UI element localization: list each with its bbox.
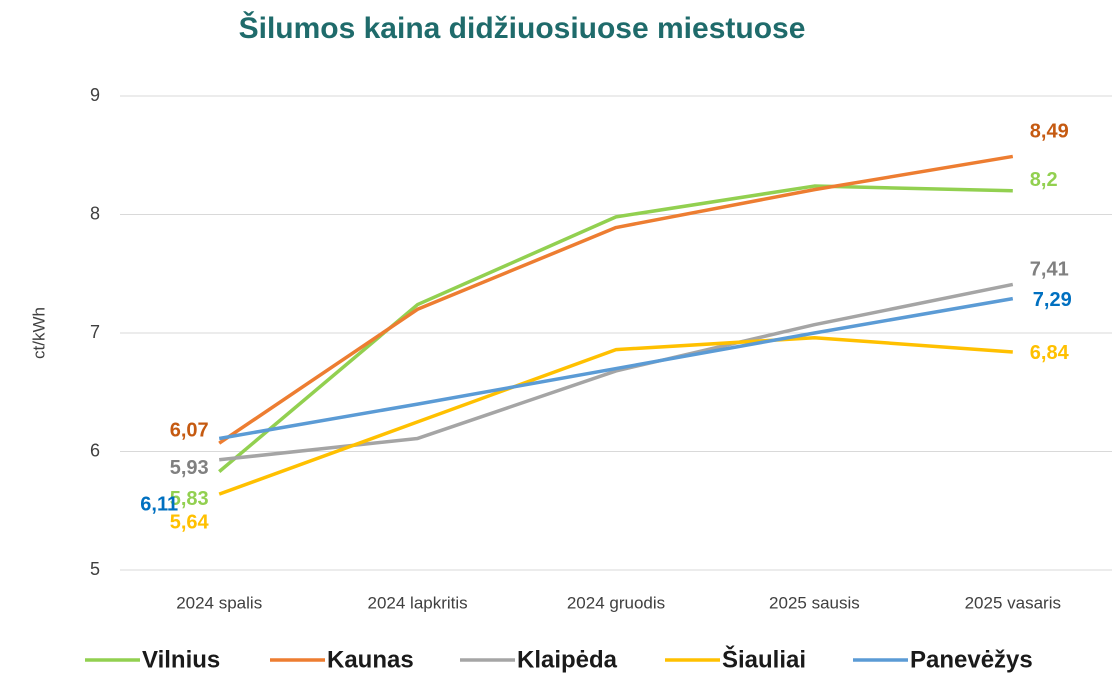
data-label: 5,93 (170, 457, 209, 479)
series-line (218, 184, 1013, 473)
legend-label: Klaipėda (517, 646, 618, 673)
legend-label: Vilnius (142, 646, 220, 673)
chart-title: Šilumos kaina didžiuosiuose miestuose (239, 11, 806, 45)
x-tick-label: 2024 gruodis (567, 593, 665, 612)
legend-label: Šiauliai (722, 645, 806, 673)
x-tick-label: 2024 spalis (176, 593, 262, 612)
y-axis-label: ct/kWh (29, 307, 48, 359)
data-label: 5,64 (170, 511, 210, 533)
y-tick-label: 7 (90, 322, 100, 342)
y-tick-label: 8 (90, 203, 100, 223)
data-label: 6,11 (140, 494, 178, 516)
y-tick-label: 9 (90, 85, 100, 105)
x-tick-label: 2025 vasaris (965, 593, 1061, 612)
series-line (218, 154, 1014, 445)
data-label: 6,84 (1030, 342, 1070, 364)
data-label: 8,49 (1030, 121, 1069, 143)
data-label: 7,29 (1033, 289, 1072, 311)
legend-label: Kaunas (327, 646, 414, 673)
data-label: 8,2 (1030, 169, 1058, 191)
x-tick-label: 2025 sausis (769, 593, 860, 612)
series-line (218, 335, 1013, 496)
data-label: 7,41 (1030, 259, 1069, 281)
y-tick-label: 5 (90, 559, 100, 579)
legend-label: Panevėžys (910, 646, 1033, 673)
data-label: 5,83 (170, 488, 209, 510)
y-tick-label: 6 (90, 440, 100, 460)
series-line (218, 296, 1014, 441)
data-label: 6,07 (170, 419, 209, 441)
x-tick-label: 2024 lapkritis (368, 593, 468, 612)
